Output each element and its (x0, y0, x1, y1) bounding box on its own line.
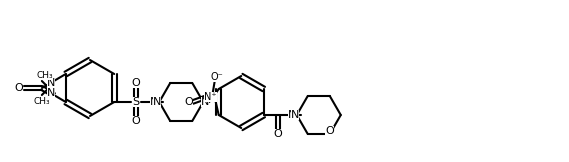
Text: O: O (132, 116, 141, 126)
Text: N⁺: N⁺ (204, 92, 217, 102)
Text: O⁻: O⁻ (211, 72, 223, 82)
Text: O: O (273, 129, 282, 139)
Text: O: O (325, 126, 334, 136)
Text: S: S (133, 97, 140, 107)
Text: CH₃: CH₃ (36, 70, 53, 80)
Text: O: O (15, 83, 23, 93)
Text: N: N (287, 110, 296, 120)
Text: N: N (47, 78, 55, 88)
Text: O: O (184, 97, 193, 107)
Text: N: N (201, 97, 209, 107)
Text: O: O (132, 78, 141, 88)
Text: N: N (47, 88, 55, 98)
Text: CH₃: CH₃ (34, 97, 50, 105)
Text: N: N (153, 97, 162, 107)
Text: N: N (150, 97, 158, 107)
Text: N: N (291, 110, 299, 120)
